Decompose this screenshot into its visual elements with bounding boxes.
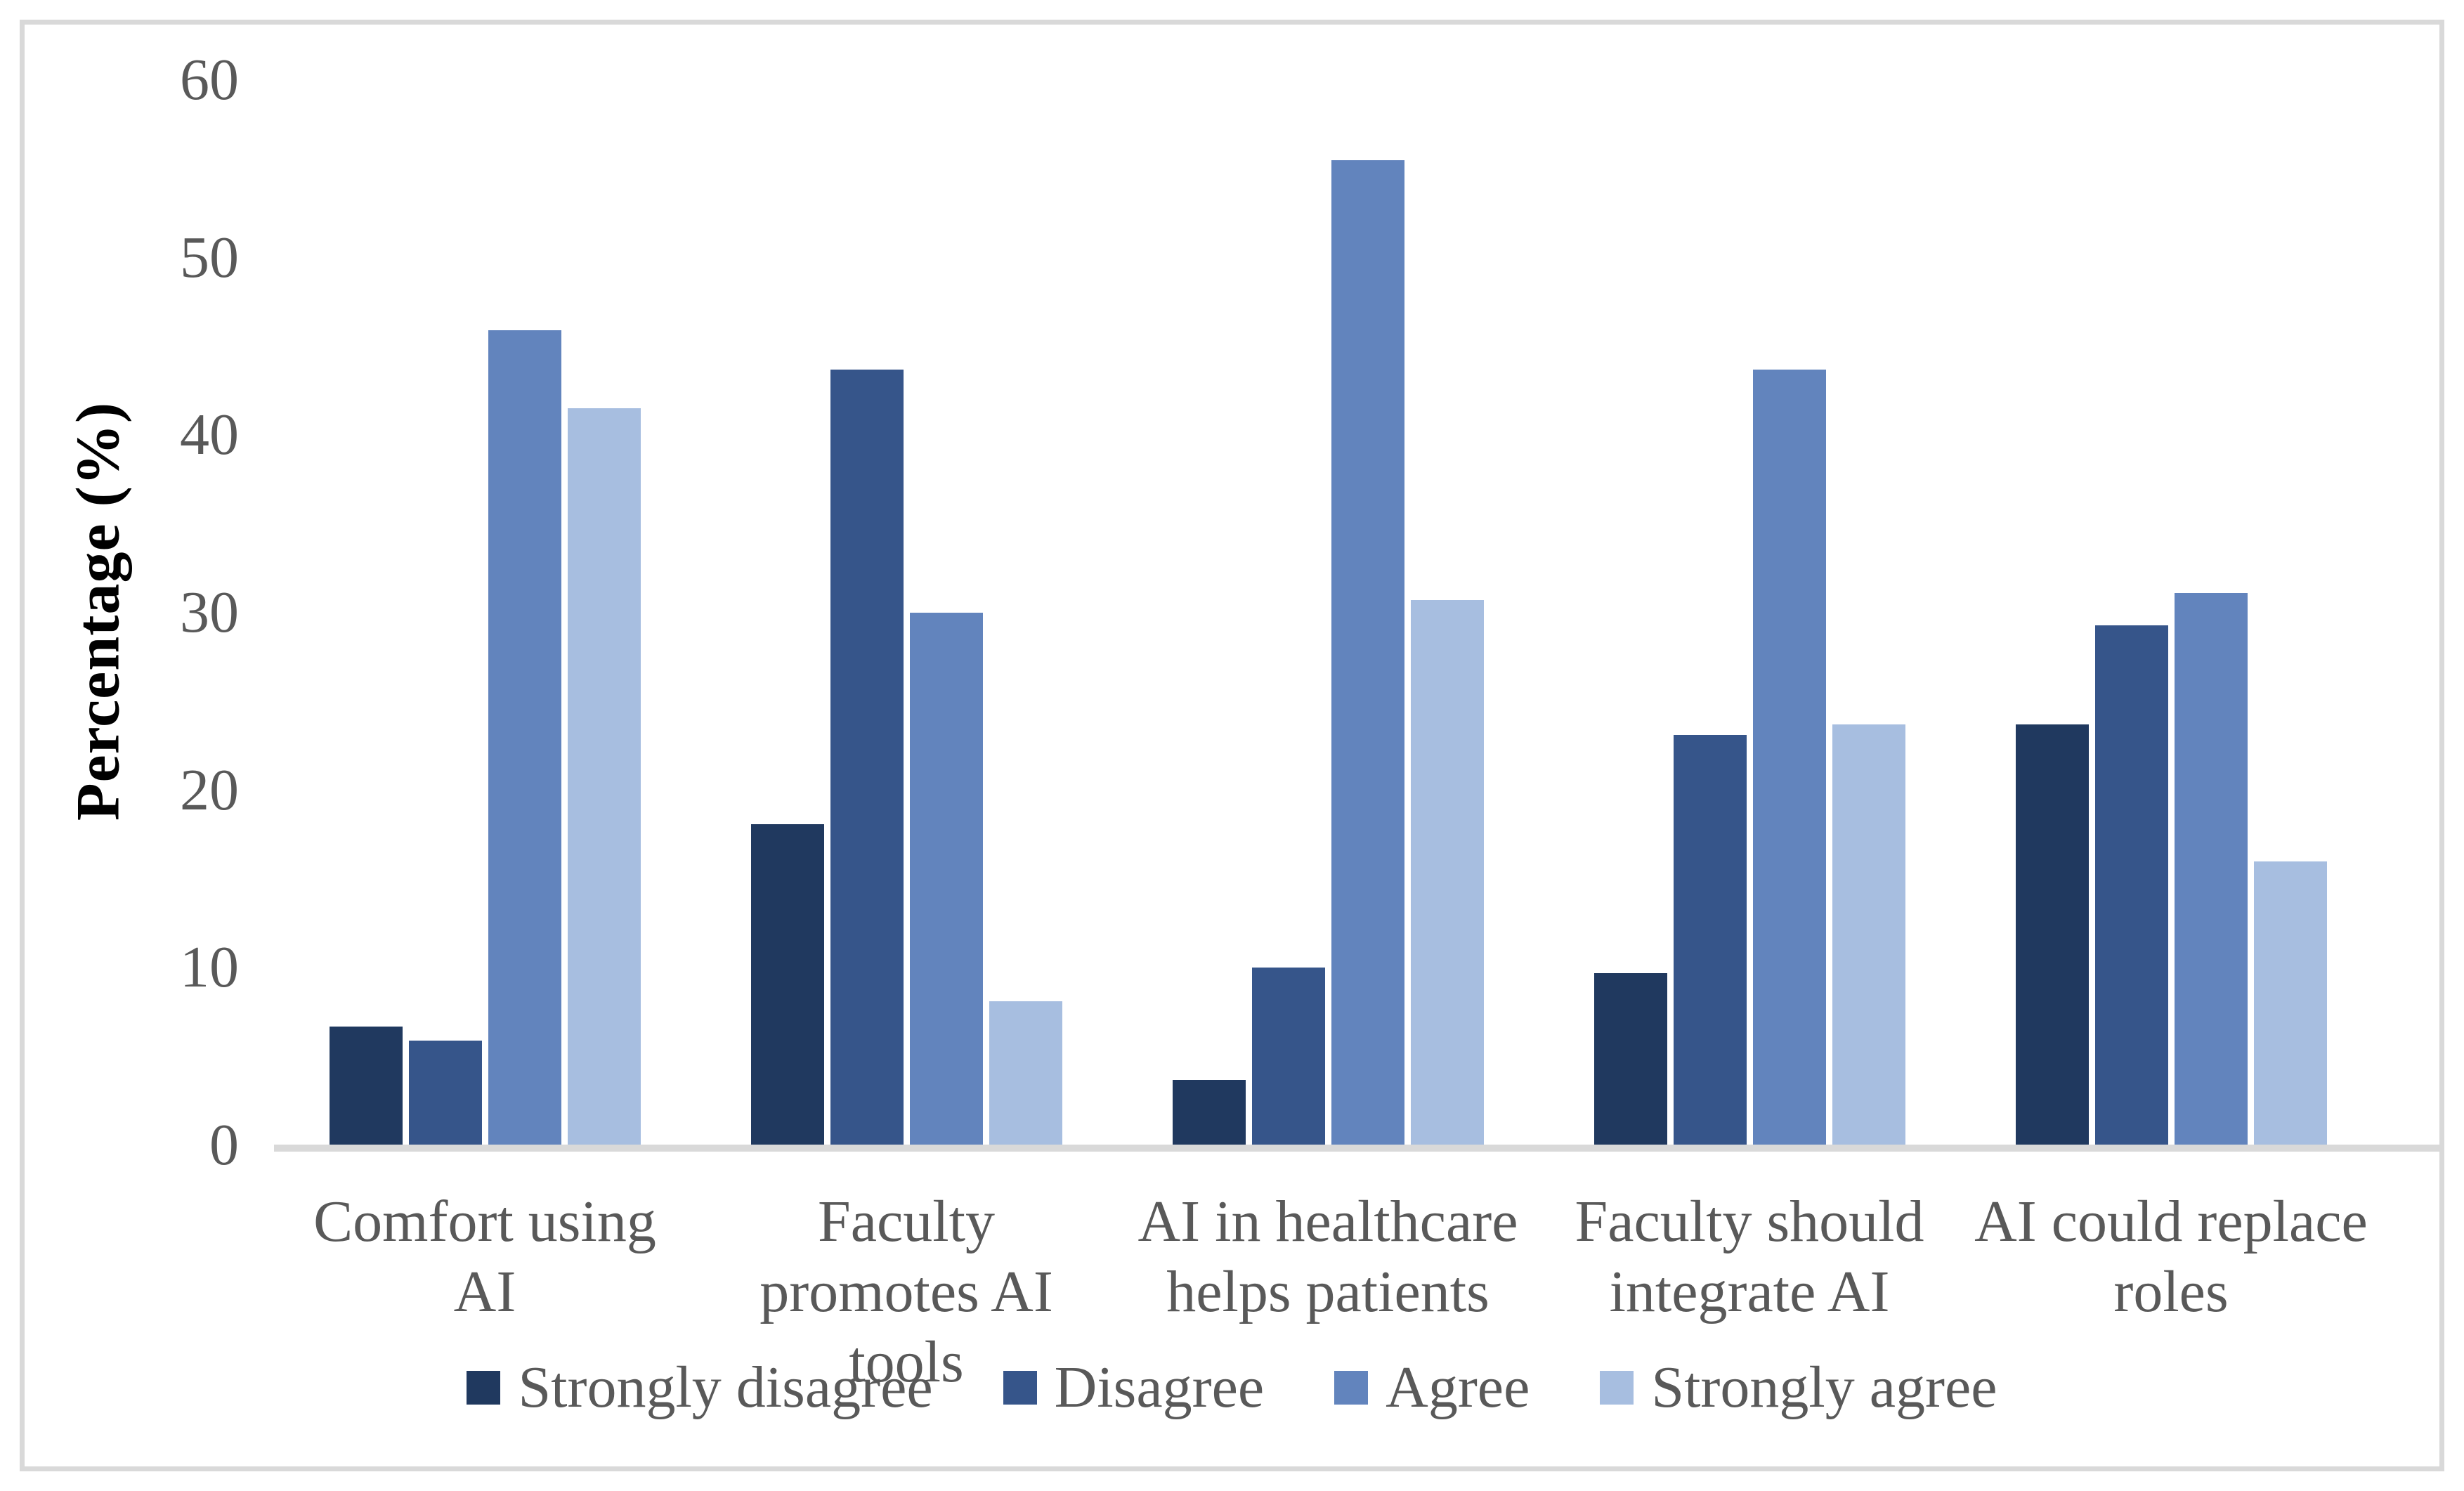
bar-strongly-agree <box>989 1001 1062 1145</box>
bar-strongly-disagree <box>1593 972 1667 1145</box>
y-tick-label: 50 <box>180 224 239 290</box>
legend-label: Strongly agree <box>1651 1355 1997 1420</box>
bar-strongly-disagree <box>750 823 824 1145</box>
bar-disagree <box>830 369 904 1145</box>
y-axis-tick-labels: 0 10 20 30 40 50 60 <box>0 47 239 1178</box>
y-tick-label: 30 <box>180 580 239 645</box>
category-label: Comfort using AI <box>313 1189 656 1324</box>
legend-marker-icon <box>467 1371 501 1405</box>
plot-area <box>274 80 2382 1145</box>
x-axis-line <box>274 1145 2442 1152</box>
bar-agree <box>1331 159 1404 1145</box>
bar-group <box>1539 80 1960 1145</box>
bar-strongly-agree <box>2253 861 2327 1145</box>
bar-strongly-agree <box>1410 600 1484 1145</box>
bar-strongly-agree <box>1832 724 1905 1145</box>
bar-disagree <box>408 1040 482 1145</box>
bar-agree <box>1752 369 1826 1145</box>
bar-disagree <box>2094 625 2168 1145</box>
bar-group <box>1960 80 2382 1145</box>
category-label: AI in healthcare helps patients <box>1138 1189 1518 1324</box>
bar-strongly-disagree <box>2015 724 2089 1145</box>
legend-label: Disagree <box>1054 1355 1265 1420</box>
y-tick-label: 20 <box>180 757 239 823</box>
y-tick-label: 40 <box>180 402 239 468</box>
category-label: Faculty should integrate AI <box>1575 1189 1924 1324</box>
bar-agree <box>909 613 983 1145</box>
bar-strongly-agree <box>567 408 641 1145</box>
legend-item: Strongly agree <box>1600 1353 1997 1423</box>
legend-marker-icon <box>1334 1371 1369 1405</box>
legend-marker-icon <box>1600 1371 1634 1405</box>
y-tick-label: 60 <box>180 47 239 112</box>
bar-agree <box>2174 593 2248 1145</box>
bar-strongly-disagree <box>329 1026 403 1145</box>
legend-label: Agree <box>1386 1355 1530 1420</box>
bar-disagree <box>1673 735 1747 1145</box>
y-tick-label: 10 <box>180 935 239 1001</box>
bar-disagree <box>1251 968 1325 1145</box>
legend-label: Strongly disagree <box>518 1355 933 1420</box>
bar-group <box>274 80 696 1145</box>
bar-agree <box>488 330 561 1145</box>
bar-group <box>1117 80 1539 1145</box>
legend-item: Disagree <box>1003 1353 1265 1423</box>
y-tick-label: 0 <box>209 1112 239 1178</box>
legend: Strongly disagree Disagree Agree Strongly a… <box>0 1353 2464 1423</box>
category-label: AI could replace roles <box>1974 1189 2368 1324</box>
legend-item: Agree <box>1334 1353 1530 1423</box>
category-axis-labels: Comfort using AI Faculty promotes AI tool… <box>274 1187 2382 1398</box>
category-label: Faculty promotes AI tools <box>760 1189 1053 1395</box>
legend-marker-icon <box>1003 1371 1037 1405</box>
bar-strongly-disagree <box>1172 1079 1246 1145</box>
bar-group <box>696 80 1117 1145</box>
legend-item: Strongly disagree <box>467 1353 933 1423</box>
